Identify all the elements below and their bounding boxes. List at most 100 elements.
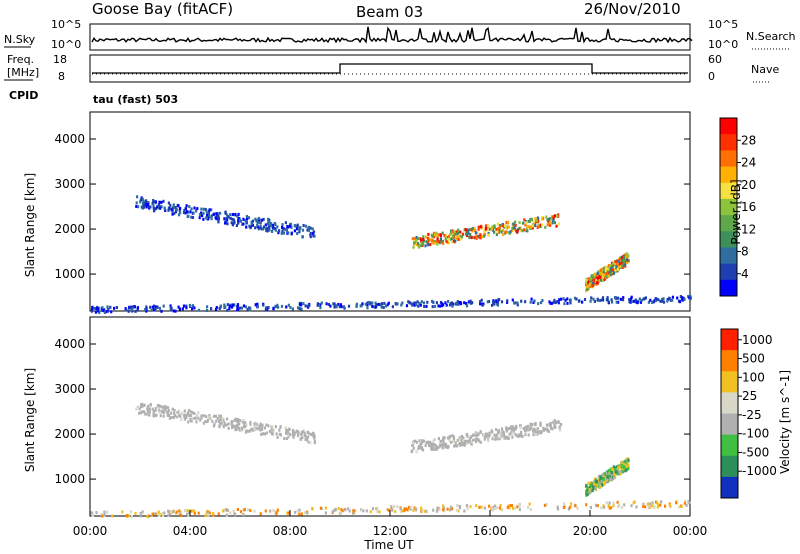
echo-cell xyxy=(444,442,447,446)
echo-cell xyxy=(465,232,468,236)
echo-cell xyxy=(301,235,304,239)
echo-cell xyxy=(153,512,157,516)
echo-cell xyxy=(597,274,600,278)
echo-cell xyxy=(581,300,584,304)
echo-cell xyxy=(244,305,247,309)
echo-cell xyxy=(215,306,218,309)
echo-cell xyxy=(451,236,454,240)
echo-cell xyxy=(519,430,523,434)
echo-cell xyxy=(249,226,252,230)
echo-cell xyxy=(371,304,374,308)
echo-cell xyxy=(651,301,654,304)
echo-cell xyxy=(431,235,434,239)
echo-cell xyxy=(376,506,379,510)
echo-cell xyxy=(301,228,305,232)
colorbar-tick-label: 25 xyxy=(742,389,757,403)
echo-cell xyxy=(592,487,595,490)
echo-cell xyxy=(441,304,444,308)
echo-cell xyxy=(507,427,510,431)
echo-cell xyxy=(101,514,104,518)
nsky-tick-high: 10^5 xyxy=(51,18,81,31)
echo-cell xyxy=(291,433,294,437)
echo-cell xyxy=(206,511,209,515)
echo-cell xyxy=(190,410,193,414)
echo-cell xyxy=(593,479,596,483)
echo-cell xyxy=(249,422,252,426)
echo-cell xyxy=(422,235,425,239)
colorbar-segment xyxy=(720,231,737,248)
echo-cell xyxy=(611,467,614,470)
echo-cell xyxy=(552,300,555,304)
echo-cell xyxy=(639,300,642,304)
echo-cell xyxy=(585,278,588,282)
echo-cell xyxy=(208,208,211,212)
echo-cell xyxy=(433,443,436,447)
echo-cell xyxy=(219,422,222,426)
echo-cell xyxy=(380,305,383,309)
echo-cell xyxy=(91,307,94,311)
echo-cell xyxy=(499,224,502,227)
nsky-tick-low: 10^0 xyxy=(51,38,81,51)
echo-cell xyxy=(525,425,528,429)
echo-cell xyxy=(477,235,480,238)
echo-cell xyxy=(268,429,271,433)
echo-cell xyxy=(488,227,491,231)
echo-cell xyxy=(261,432,265,436)
echo-cell xyxy=(513,301,516,305)
echo-cell xyxy=(558,425,561,429)
echo-cell xyxy=(182,211,186,214)
echo-cell xyxy=(194,416,197,420)
echo-cell xyxy=(148,407,151,411)
echo-cell xyxy=(303,434,306,438)
echo-cell xyxy=(623,259,626,263)
echo-cell xyxy=(587,280,590,284)
echo-cell xyxy=(252,428,255,432)
echo-cell xyxy=(242,513,245,517)
echo-cell xyxy=(272,225,275,229)
echo-cell xyxy=(173,211,176,215)
echo-cell xyxy=(452,302,455,306)
echo-cell xyxy=(188,303,191,307)
echo-cell xyxy=(310,433,313,437)
echo-cell xyxy=(574,504,577,508)
echo-cell xyxy=(664,504,667,508)
frequency-panel xyxy=(89,54,691,83)
echo-cell xyxy=(257,216,260,220)
echo-cell xyxy=(240,429,243,433)
echo-cell xyxy=(621,266,624,269)
echo-cell xyxy=(539,431,542,435)
echo-cell xyxy=(504,436,507,440)
echo-cell xyxy=(621,462,624,466)
echo-cell xyxy=(281,223,284,227)
echo-cell xyxy=(431,444,434,448)
colorbar-segment xyxy=(721,413,738,436)
echo-cell xyxy=(684,499,687,503)
echo-cell xyxy=(198,216,201,220)
echo-cell xyxy=(352,509,355,513)
echo-cell xyxy=(222,418,225,422)
echo-cell xyxy=(419,443,422,447)
echo-cell xyxy=(529,300,532,304)
echo-cell xyxy=(452,435,455,439)
echo-cell xyxy=(557,222,561,226)
echo-cell xyxy=(445,303,448,307)
colorbar-tick-label: 16 xyxy=(741,200,756,214)
echo-cell xyxy=(616,259,619,263)
echo-cell xyxy=(152,409,155,413)
echo-cell xyxy=(229,213,232,217)
echo-cell xyxy=(456,235,459,238)
echo-cell xyxy=(440,443,443,447)
echo-cell xyxy=(135,407,138,411)
echo-cell xyxy=(675,501,678,505)
echo-cell xyxy=(588,490,591,494)
echo-cell xyxy=(501,224,504,228)
echo-cell xyxy=(444,445,447,449)
echo-cell xyxy=(183,209,186,212)
echo-cell xyxy=(405,304,409,308)
freq-unit-label: [MHz] xyxy=(7,66,39,79)
echo-cell xyxy=(419,303,422,307)
echo-cell xyxy=(341,509,344,513)
echo-cell xyxy=(175,510,178,514)
echo-cell xyxy=(393,505,396,509)
echo-cell xyxy=(509,230,512,234)
